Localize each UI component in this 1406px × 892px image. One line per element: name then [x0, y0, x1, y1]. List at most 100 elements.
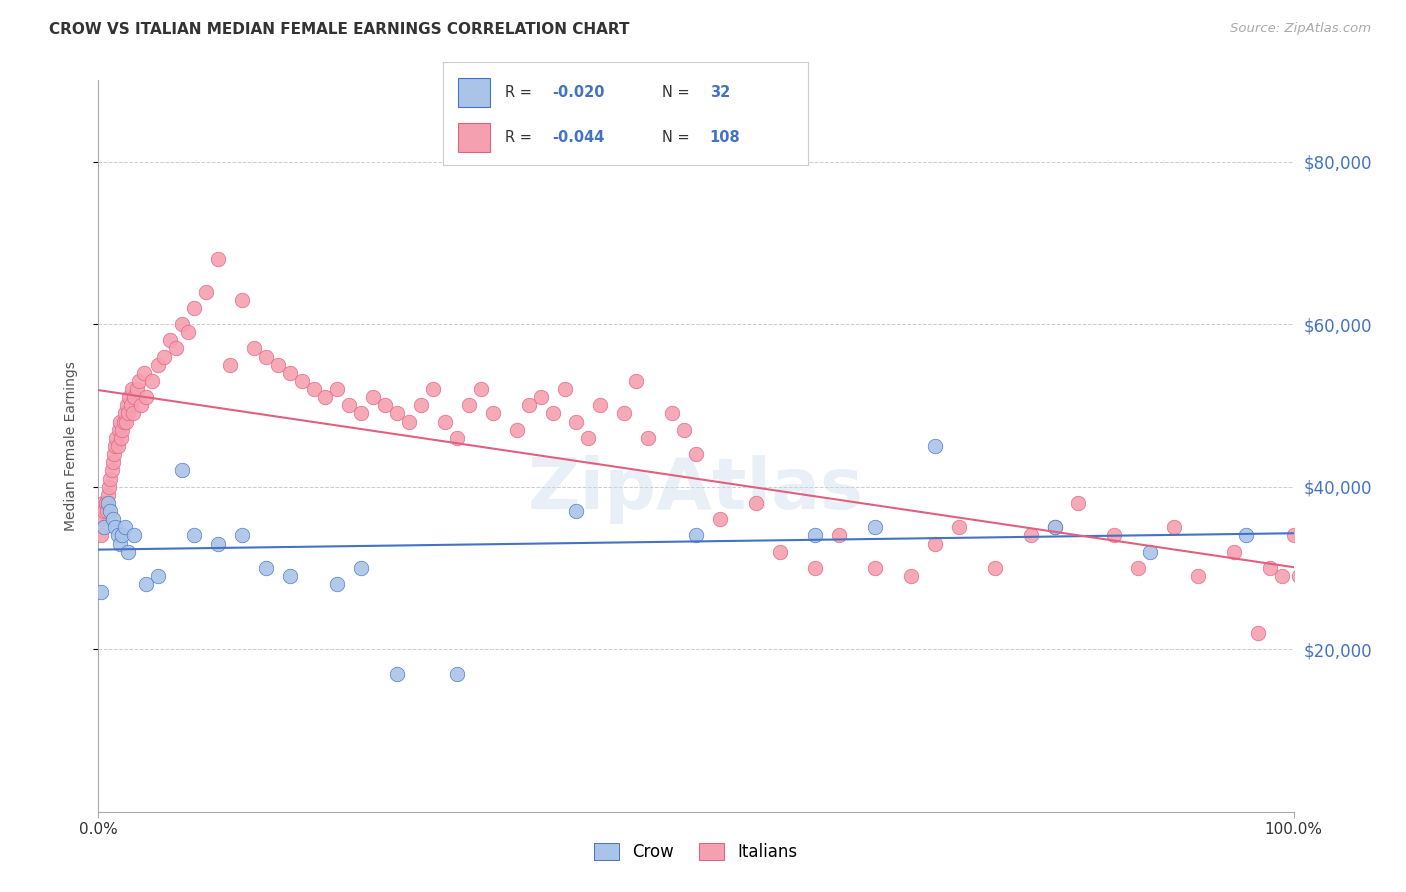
Point — [1258, 561, 1281, 575]
Point — [685, 447, 707, 461]
Point — [589, 398, 612, 412]
Point — [673, 423, 696, 437]
Point — [865, 561, 887, 575]
Point — [385, 407, 409, 421]
Point — [132, 366, 155, 380]
Point — [90, 585, 112, 599]
Point — [530, 390, 553, 404]
Point — [103, 447, 125, 461]
Point — [207, 536, 229, 550]
Point — [470, 382, 492, 396]
Point — [315, 390, 337, 404]
Point — [267, 358, 290, 372]
Text: -0.044: -0.044 — [553, 130, 605, 145]
Point — [98, 471, 122, 485]
Point — [339, 398, 361, 412]
Point — [153, 350, 176, 364]
Point — [565, 415, 588, 429]
Point — [93, 520, 115, 534]
Point — [1019, 528, 1042, 542]
Point — [422, 382, 444, 396]
Point — [131, 398, 153, 412]
Point — [517, 398, 540, 412]
Point — [924, 439, 946, 453]
Point — [177, 325, 200, 339]
Point — [948, 520, 970, 534]
Point — [111, 528, 134, 542]
Point — [105, 431, 128, 445]
Point — [769, 544, 792, 558]
Point — [924, 536, 946, 550]
Point — [159, 334, 181, 348]
Point — [1295, 626, 1317, 640]
Point — [363, 390, 385, 404]
Point — [195, 285, 218, 299]
Point — [91, 512, 114, 526]
Point — [278, 366, 301, 380]
Point — [100, 463, 122, 477]
Point — [350, 407, 373, 421]
Point — [93, 504, 115, 518]
Point — [183, 528, 205, 542]
Point — [107, 528, 129, 542]
Point — [108, 415, 131, 429]
Legend: Crow, Italians: Crow, Italians — [586, 834, 806, 869]
Text: R =: R = — [505, 130, 537, 145]
Point — [125, 382, 148, 396]
Point — [1128, 561, 1150, 575]
Point — [661, 407, 683, 421]
Point — [219, 358, 242, 372]
Text: 108: 108 — [710, 130, 741, 145]
Point — [118, 390, 141, 404]
Point — [541, 407, 564, 421]
Point — [104, 520, 127, 534]
Point — [124, 528, 146, 542]
Point — [114, 407, 136, 421]
Point — [120, 398, 142, 412]
Point — [1187, 569, 1209, 583]
Text: CROW VS ITALIAN MEDIAN FEMALE EARNINGS CORRELATION CHART: CROW VS ITALIAN MEDIAN FEMALE EARNINGS C… — [49, 22, 630, 37]
Point — [98, 480, 121, 494]
Point — [128, 374, 150, 388]
Point — [398, 415, 420, 429]
Point — [231, 528, 253, 542]
Point — [101, 455, 124, 469]
Point — [900, 569, 922, 583]
Point — [709, 512, 731, 526]
Point — [148, 358, 170, 372]
Point — [114, 520, 136, 534]
Point — [165, 342, 187, 356]
Point — [110, 431, 132, 445]
Point — [1282, 528, 1305, 542]
Point — [97, 496, 120, 510]
Point — [117, 407, 139, 421]
Point — [1234, 528, 1257, 542]
Point — [291, 374, 314, 388]
Point — [231, 293, 253, 307]
Point — [828, 528, 851, 542]
Point — [243, 342, 266, 356]
Point — [626, 374, 648, 388]
Point — [350, 561, 373, 575]
Point — [326, 577, 349, 591]
Point — [411, 398, 433, 412]
Point — [446, 666, 468, 681]
Point — [554, 382, 576, 396]
Point — [111, 423, 134, 437]
Point — [117, 544, 139, 558]
Point — [97, 488, 120, 502]
Point — [101, 512, 124, 526]
Point — [1139, 544, 1161, 558]
Text: -0.020: -0.020 — [553, 85, 605, 100]
Point — [578, 431, 600, 445]
FancyBboxPatch shape — [457, 123, 491, 152]
Point — [984, 561, 1007, 575]
Point — [613, 407, 636, 421]
Point — [207, 252, 229, 266]
Point — [385, 666, 409, 681]
Point — [637, 431, 659, 445]
Point — [115, 415, 138, 429]
Point — [112, 415, 135, 429]
Point — [104, 439, 127, 453]
Text: N =: N = — [662, 85, 695, 100]
